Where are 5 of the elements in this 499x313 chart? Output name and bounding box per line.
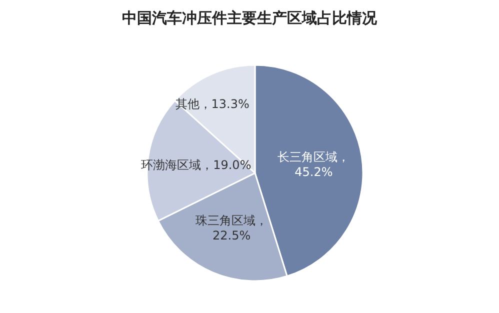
slice-label: 长三角区域，45.2%	[278, 150, 350, 180]
chart-title: 中国汽车冲压件主要生产区域占比情况	[121, 8, 378, 29]
slice-label: 其他，13.3%	[175, 96, 250, 111]
slice-label: 珠三角区域，22.5%	[196, 214, 268, 243]
slice-label: 环渤海区域，19.0%	[141, 158, 252, 172]
